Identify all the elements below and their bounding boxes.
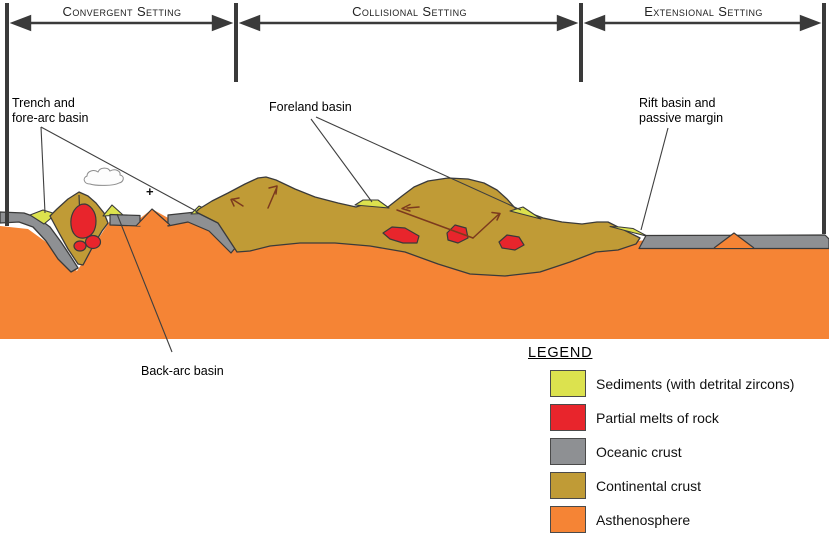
arrowhead — [238, 14, 261, 32]
arrowhead — [211, 14, 234, 32]
legend-items: Sediments (with detrital zircons) Partia… — [528, 370, 794, 533]
legend-row-sediments: Sediments (with detrital zircons) — [528, 370, 794, 397]
thrust-arrow-left-peak — [267, 185, 278, 209]
thrust-dash-central — [401, 203, 420, 212]
continental-crust-swatch — [550, 472, 586, 499]
label-trench-line1: Trench and — [12, 96, 75, 110]
arrowhead — [583, 14, 606, 32]
legend: LEGEND Sediments (with detrital zircons)… — [528, 345, 794, 540]
rift-basin-sediment-sliver — [609, 226, 649, 237]
legend-label-sediments: Sediments (with detrital zircons) — [596, 375, 795, 392]
asthenosphere-swatch — [550, 506, 586, 533]
partial-melt-blob-left — [382, 226, 420, 244]
partial-melt-blob-middle — [446, 224, 469, 244]
arrowhead — [9, 14, 32, 32]
foreland-leader-line-right — [315, 116, 522, 211]
oceanic-crust-swatch — [550, 438, 586, 465]
legend-row-partial-melts: Partial melts of rock — [528, 404, 794, 431]
thrust-fault-central — [396, 209, 474, 239]
trench-leader-line — [40, 126, 46, 214]
legend-label-continental-crust: Continental crust — [596, 477, 702, 494]
arrowhead — [799, 14, 822, 32]
magma-blob-small-right — [84, 234, 102, 250]
asthenosphere-region — [0, 209, 829, 339]
label-rift-passive-margin: Rift basin and passive margin — [639, 96, 723, 125]
label-trench-forearc: Trench and fore-arc basin — [12, 96, 88, 125]
legend-row-continental-crust: Continental crust — [528, 472, 794, 499]
label-rift-line2: passive margin — [639, 110, 724, 125]
header-extensional-setting: Extensional Setting — [644, 4, 763, 19]
legend-title: LEGEND — [528, 345, 593, 361]
continental-crust-mountain-belt — [195, 176, 641, 277]
back-arc-leader-line — [116, 213, 173, 353]
foreland-basin-wedge-left — [354, 199, 390, 209]
legend-label-partial-melts: Partial melts of rock — [596, 409, 719, 426]
label-trench-line2: fore-arc basin — [12, 110, 89, 125]
back-arc-spreading-upwelling — [135, 208, 171, 227]
magma-chamber-main — [70, 203, 97, 239]
fore-arc-leader-line — [40, 126, 197, 212]
label-foreland-basin: Foreland basin — [269, 100, 352, 114]
magma-blob-small-left — [73, 240, 87, 252]
legend-row-oceanic-crust: Oceanic crust — [528, 438, 794, 465]
thrust-fault-lines — [230, 185, 501, 239]
header-collisional-setting: Collisional Setting — [352, 4, 467, 19]
spreading-plus-symbol: + — [146, 184, 154, 199]
label-rift-line1: Rift basin and — [639, 96, 716, 110]
partial-melt-blob-right — [498, 234, 525, 251]
section-span-arrows — [9, 14, 822, 32]
legend-label-oceanic-crust: Oceanic crust — [596, 443, 682, 460]
label-back-arc-basin: Back-arc basin — [141, 364, 224, 378]
header-convergent-setting: Convergent Setting — [62, 4, 182, 19]
foreland-basin-wedge-right — [509, 206, 542, 220]
leader-lines — [40, 116, 669, 353]
legend-row-asthenosphere: Asthenosphere — [528, 506, 794, 533]
arrowhead — [556, 14, 579, 32]
volcano-cloud-icon — [83, 167, 124, 186]
legend-label-asthenosphere: Asthenosphere — [596, 511, 691, 528]
partial-melts-swatch — [550, 404, 586, 431]
thrust-arrow-right-flank — [472, 211, 501, 239]
thrust-arrow-left-flank — [230, 197, 244, 207]
mid-ocean-ridge-upwelling — [713, 232, 755, 249]
foreland-leader-line-left — [310, 118, 373, 203]
rift-leader-line — [640, 127, 669, 231]
oceanic-crust-backarc-left — [109, 213, 141, 227]
sediments-swatch — [550, 370, 586, 397]
section-divider-bars — [5, 3, 826, 234]
